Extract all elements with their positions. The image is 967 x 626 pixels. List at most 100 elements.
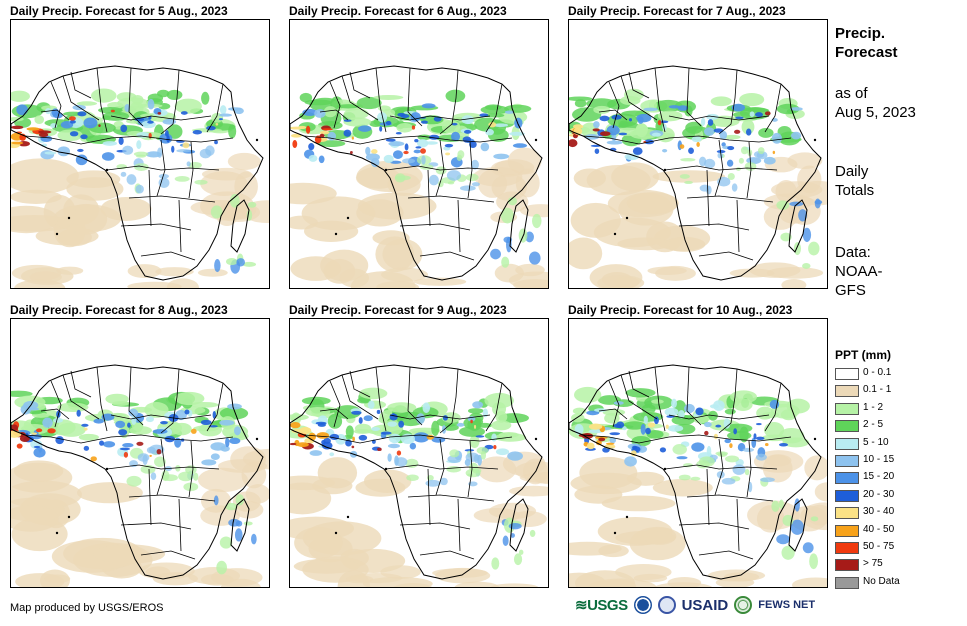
country-border <box>654 366 666 432</box>
panel-title: Daily Precip. Forecast for 6 Aug., 2023 <box>289 4 507 18</box>
country-border <box>120 223 192 231</box>
precip-cell <box>705 185 712 195</box>
legend-label: No Data <box>863 575 900 587</box>
precip-cell <box>753 433 757 440</box>
legend-title: PPT (mm) <box>835 348 892 362</box>
precip-cell <box>790 519 805 535</box>
precip-cell <box>212 411 217 419</box>
country-border <box>718 69 738 135</box>
precip-cell <box>458 426 486 437</box>
precip-cell <box>445 89 466 103</box>
country-border <box>385 165 499 171</box>
precip-cell <box>721 477 736 485</box>
island-dot <box>534 437 538 441</box>
precip-cell <box>428 174 439 186</box>
precip-cell <box>758 127 774 138</box>
precip-cell <box>640 423 646 435</box>
precip-cell <box>11 205 58 234</box>
country-border <box>620 374 658 420</box>
precip-cell <box>354 423 372 434</box>
precip-layer <box>11 390 269 587</box>
precip-cell <box>188 161 202 169</box>
precip-cell <box>464 449 475 452</box>
precip-cell <box>421 155 426 165</box>
precip-cell <box>157 112 162 115</box>
precip-cell <box>123 451 129 458</box>
precip-map <box>289 318 549 588</box>
coastline <box>290 364 543 580</box>
precip-cell <box>787 152 823 169</box>
precip-cell <box>404 143 409 151</box>
country-border <box>714 438 724 496</box>
precip-cell <box>431 420 440 437</box>
precip-cell <box>291 429 305 434</box>
coastline <box>290 65 543 281</box>
precip-cell <box>68 116 76 121</box>
legend-swatch <box>835 524 859 537</box>
precip-cell <box>142 454 148 466</box>
precip-cell <box>110 109 115 113</box>
data-source-line1: Data: <box>835 244 871 261</box>
legend-label: 40 - 50 <box>863 523 895 535</box>
country-border <box>341 374 379 420</box>
noaa-seal-icon <box>633 596 652 614</box>
precip-cell <box>358 434 368 441</box>
country-border <box>62 75 100 121</box>
precip-cell <box>194 179 208 185</box>
precip-cell <box>102 441 116 448</box>
island-dot <box>105 467 109 471</box>
precip-cell <box>319 130 330 135</box>
legend-item: No Data <box>835 575 935 592</box>
country-border <box>698 251 754 261</box>
precip-cell <box>734 129 741 134</box>
country-border <box>96 366 108 432</box>
precip-cell <box>571 413 585 423</box>
precip-cell <box>713 433 718 440</box>
precip-cell <box>75 154 88 166</box>
precip-cell <box>19 435 30 443</box>
country-border <box>407 195 495 203</box>
precip-cell <box>99 440 105 446</box>
precip-cell <box>456 422 465 427</box>
precip-cell <box>738 157 744 164</box>
precip-cell <box>105 393 129 405</box>
precip-cell <box>415 146 422 149</box>
country-border <box>303 434 513 444</box>
country-border <box>686 494 774 502</box>
precip-cell <box>488 121 497 128</box>
precip-cell <box>219 105 227 115</box>
precip-cell <box>723 572 760 582</box>
precip-cell <box>454 581 500 587</box>
legend-label: 15 - 20 <box>863 471 895 483</box>
precip-cell <box>387 443 400 449</box>
precip-cell <box>126 174 137 185</box>
precip-cell <box>713 400 725 411</box>
precip-cell <box>413 277 467 286</box>
precip-cell <box>611 162 659 192</box>
precip-cell <box>219 536 233 549</box>
precip-cell <box>351 136 354 140</box>
precip-cell <box>355 478 406 497</box>
precip-cell <box>471 182 480 187</box>
precip-cell <box>396 123 413 133</box>
precip-cell <box>653 99 683 113</box>
country-border <box>608 380 620 428</box>
africa-map <box>569 364 827 587</box>
precip-cell <box>138 562 195 580</box>
precip-cell <box>290 126 304 130</box>
precip-cell <box>671 398 677 409</box>
precip-cell <box>20 404 32 415</box>
precip-cell <box>432 568 488 578</box>
precip-cell <box>343 119 352 122</box>
precip-cell <box>798 209 808 222</box>
precip-cell <box>628 118 633 122</box>
precip-cell <box>336 104 360 109</box>
precip-cell <box>210 205 223 219</box>
precip-cell <box>651 399 664 404</box>
precip-legend: PPT (mm) 0 - 0.1 0.1 - 1 1 - 2 2 - 5 5 - 10 1… <box>835 348 935 592</box>
precip-cell <box>685 121 703 134</box>
country-border <box>654 67 666 133</box>
precip-cell <box>599 131 611 137</box>
country-border <box>598 109 628 121</box>
precip-cell <box>213 495 219 506</box>
